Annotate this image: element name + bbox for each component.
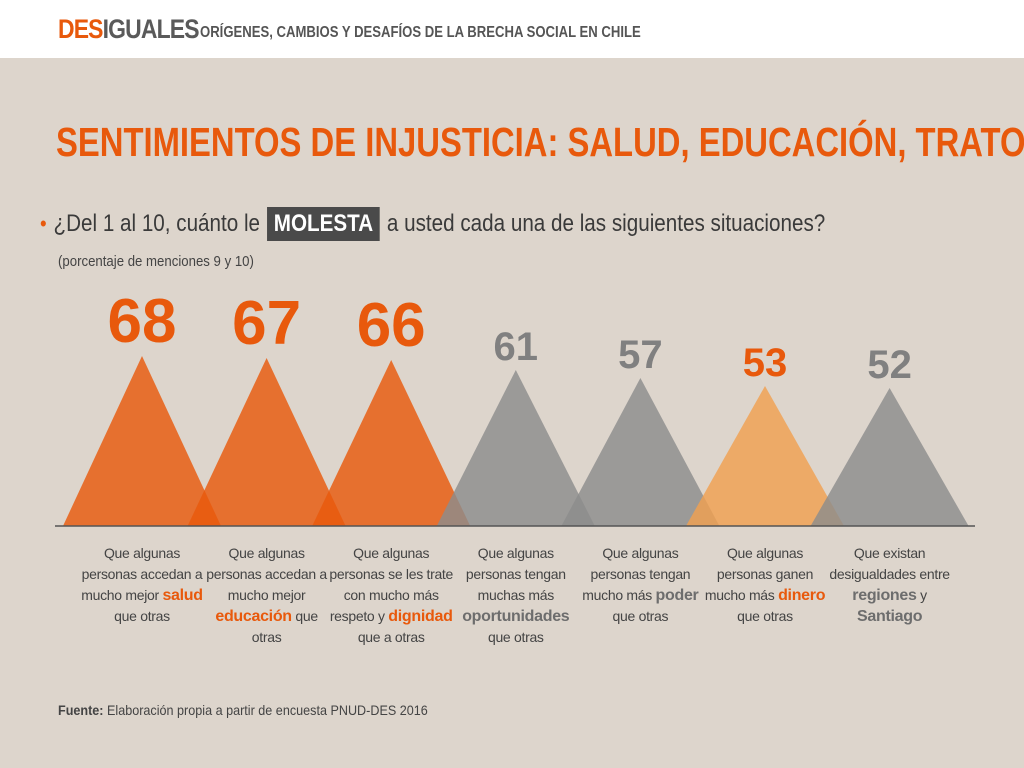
category-label-3: Que algunas personas se les trate con mu… (328, 543, 454, 648)
value-label-3: 66 (357, 291, 426, 360)
brand-logo: DESIGUALES (58, 14, 200, 45)
value-label-5: 57 (618, 333, 663, 377)
category-text: Que algunas personas se les trate con mu… (329, 545, 454, 624)
triangle-mark-7 (810, 388, 969, 526)
category-text: Que algunas personas tengan mucho más (582, 545, 691, 603)
header-subtitle: ORÍGENES, CAMBIOS Y DESAFÍOS DE LA BRECH… (200, 24, 641, 41)
category-label-7: Que existan desigualdades entre regiones… (827, 543, 953, 627)
header-bar: DESIGUALES ORÍGENES, CAMBIOS Y DESAFÍOS … (0, 0, 1024, 58)
bullet-icon: • (40, 211, 47, 236)
source-text: Elaboración propia a partir de encuesta … (107, 702, 428, 718)
chart-note: (porcentaje de menciones 9 y 10) (58, 253, 254, 270)
question-text-after: a usted cada una de las siguientes situa… (386, 210, 826, 237)
question-highlight: MOLESTA (266, 207, 381, 241)
value-label-2: 67 (232, 289, 301, 358)
category-text: Que algunas personas tengan muchas más (465, 545, 566, 603)
category-keyword: dinero (778, 587, 826, 604)
category-text: que otras (487, 629, 544, 645)
page-title: SENTIMIENTOS DE INJUSTICIA: SALUD, EDUCA… (56, 119, 1024, 165)
category-text: que otras (612, 608, 669, 624)
category-keyword: regiones (852, 587, 917, 604)
category-keyword: oportunidades (462, 608, 570, 625)
triangle-mark-3 (312, 360, 471, 526)
triangle-mark-6 (686, 386, 844, 526)
triangle-chart: 68 67 66 61 57 53 52 (55, 287, 975, 527)
category-label-2: Que algunas personas accedan a mucho mej… (204, 543, 330, 648)
category-label-4: Que algunas personas tengan muchas más o… (453, 543, 579, 648)
triangle-mark-5 (561, 378, 720, 526)
category-text: Que algunas personas accedan a mucho mej… (81, 545, 203, 603)
question-text-before: ¿Del 1 al 10, cuánto le (53, 210, 261, 237)
brand-part1: DES (58, 14, 103, 44)
category-label-1: Que algunas personas accedan a mucho mej… (79, 543, 205, 627)
category-text: Que existan desigualdades entre (829, 545, 950, 582)
category-label-5: Que algunas personas tengan mucho más po… (577, 543, 703, 627)
category-text: Que algunas personas ganen mucho más (704, 545, 814, 603)
category-text: que a otras (357, 629, 425, 645)
value-label-4: 61 (494, 325, 539, 369)
source-note: Fuente: Elaboración propia a partir de e… (58, 702, 428, 718)
category-text: y (916, 587, 927, 603)
value-label-6: 53 (743, 341, 788, 385)
triangle-mark-2 (187, 358, 346, 526)
source-label: Fuente: (58, 702, 104, 718)
category-label-6: Que algunas personas ganen mucho más din… (702, 543, 828, 627)
brand-part2: IGUALES (102, 14, 200, 44)
category-text: que otras (251, 608, 318, 645)
category-keyword: salud (162, 587, 203, 604)
category-keyword: dignidad (388, 608, 453, 625)
triangle-mark-1 (63, 356, 221, 526)
category-keyword: poder (655, 587, 699, 604)
category-text: que otras (114, 608, 170, 624)
category-text: que otras (737, 608, 793, 624)
category-text: Que algunas personas accedan a mucho mej… (206, 545, 327, 603)
value-label-1: 68 (108, 287, 177, 356)
value-label-7: 52 (867, 343, 912, 387)
category-keyword: Santiago (857, 608, 923, 625)
survey-question: • ¿Del 1 al 10, cuánto le MOLESTA a uste… (40, 205, 825, 243)
triangle-mark-4 (436, 370, 595, 526)
category-keyword: educación (215, 608, 292, 625)
